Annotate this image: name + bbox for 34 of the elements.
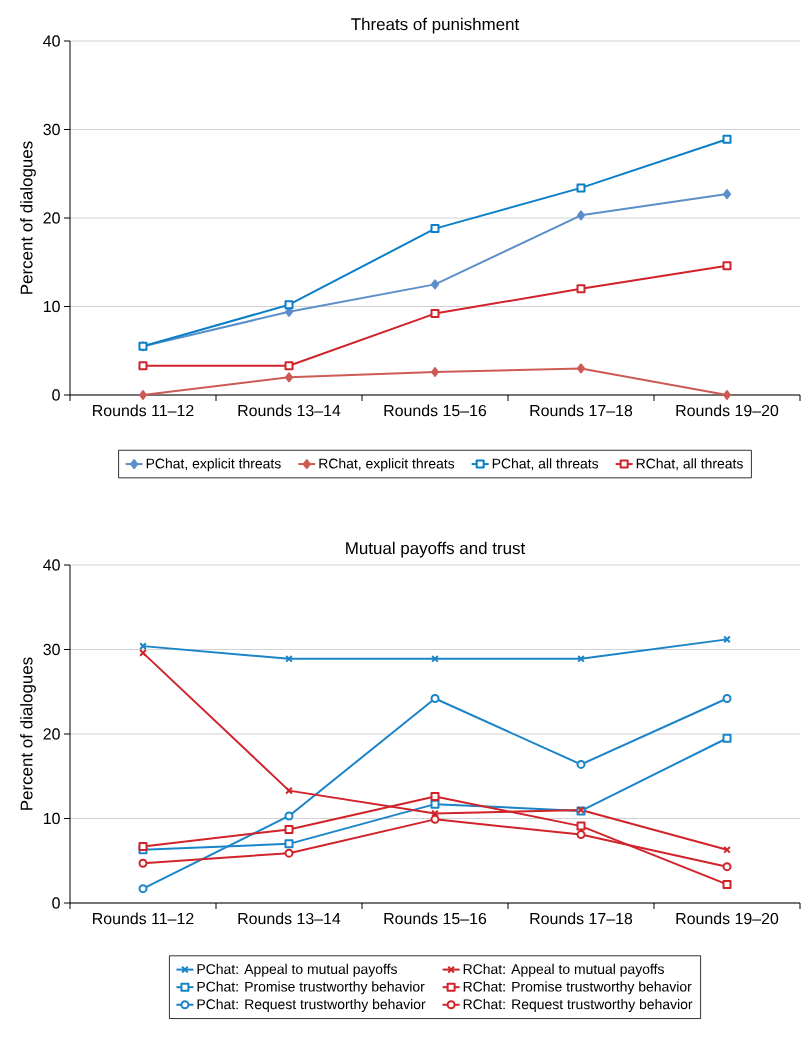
y-tick-label: 0: [52, 389, 60, 401]
x-tick-label: Rounds 13–14: [238, 912, 341, 925]
legend-label: RChat: Promise trustworthy behavior: [463, 981, 692, 995]
x-tick-label: Rounds 11–12: [93, 404, 194, 417]
legend-label: PChat, all threats: [492, 458, 599, 471]
legend-label: PChat: Request trustworthy behavior: [197, 998, 426, 1012]
y-tick-label: 20: [43, 212, 60, 224]
legend-label: PChat: Appeal to mutual payoffs: [197, 963, 397, 977]
chart-title: Threats of punishment: [351, 17, 520, 34]
y-tick-label: 40: [43, 559, 60, 571]
y-tick-label: 20: [43, 728, 60, 740]
legend-label: RChat, explicit threats: [319, 458, 455, 472]
x-tick-label: Rounds 15–16: [384, 404, 487, 417]
x-tick-label: Rounds 19–20: [676, 912, 779, 925]
y-tick-label: 0: [52, 897, 60, 909]
chart-title: Mutual payoffs and trust: [346, 541, 526, 558]
y-tick-label: 30: [43, 643, 60, 656]
y-tick-label: 10: [43, 300, 60, 313]
legend-label: RChat: Appeal to mutual payoffs: [463, 963, 664, 977]
x-tick-label: Rounds 17–18: [530, 912, 633, 925]
y-tick-label: 10: [43, 812, 60, 825]
legend-label: PChat, explicit threats: [146, 458, 281, 472]
x-tick-label: Rounds 13–14: [238, 404, 341, 417]
y-axis-title: Percent of dialogues: [20, 141, 36, 294]
y-tick-label: 40: [43, 35, 60, 47]
x-tick-label: Rounds 17–18: [530, 404, 633, 417]
y-tick-label: 30: [43, 123, 60, 136]
legend-label: RChat: Request trustworthy behavior: [463, 998, 693, 1012]
legend-label: RChat, all threats: [636, 458, 743, 471]
x-tick-label: Rounds 15–16: [384, 912, 487, 925]
x-tick-label: Rounds 11–12: [93, 912, 194, 925]
legend-label: PChat: Promise trustworthy behavior: [197, 981, 425, 995]
y-axis-title: Percent of dialogues: [20, 657, 36, 810]
x-tick-label: Rounds 19–20: [676, 404, 779, 417]
